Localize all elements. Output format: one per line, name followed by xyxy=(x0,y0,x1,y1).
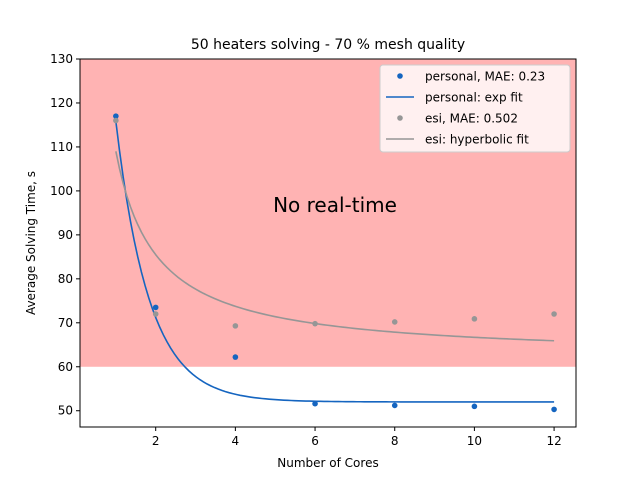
legend-label-0: personal, MAE: 0.23 xyxy=(425,70,545,84)
fit-line-3 xyxy=(115,151,555,342)
data-point-0-1 xyxy=(152,304,159,311)
data-point-2-4 xyxy=(391,319,398,325)
y-tick-label: 90 xyxy=(58,228,73,242)
data-point-0-3 xyxy=(312,400,318,407)
x-axis-label: Number of Cores xyxy=(277,456,378,470)
y-tick-label: 100 xyxy=(50,184,73,198)
fit-line-1 xyxy=(115,121,555,403)
data-point-0-2 xyxy=(232,354,239,360)
x-tick-label: 12 xyxy=(546,434,561,448)
data-point-0-0 xyxy=(113,113,119,119)
legend: personal, MAE: 0.23 personal: exp fit esi,… xyxy=(379,64,571,153)
data-point-0-4 xyxy=(391,402,398,409)
legend-marker-2 xyxy=(397,115,403,121)
legend-label-3: esi: hyperbolic fit xyxy=(425,133,529,147)
x-tick-label: 8 xyxy=(391,434,399,448)
y-tick-label: 50 xyxy=(58,404,73,418)
y-axis-label: Average Solving Time, s xyxy=(24,171,38,315)
y-tick-label: 80 xyxy=(58,272,73,286)
x-axis-ticks: 2 4 6 8 10 12 xyxy=(152,427,562,448)
data-point-2-2 xyxy=(232,323,239,329)
y-tick-label: 120 xyxy=(50,96,73,110)
data-point-2-3 xyxy=(312,320,318,327)
axes-frame xyxy=(79,58,577,428)
data-point-2-5 xyxy=(471,316,478,322)
region-annotation: No real-time xyxy=(273,193,397,217)
x-tick-label: 6 xyxy=(311,434,319,448)
legend-label-1: personal: exp fit xyxy=(425,91,523,105)
y-tick-label: 70 xyxy=(58,316,73,330)
data-point-2-1 xyxy=(152,311,159,317)
data-point-2-6 xyxy=(551,311,557,317)
legend-box xyxy=(379,64,571,153)
y-tick-label: 130 xyxy=(50,52,73,66)
y-tick-label: 110 xyxy=(50,140,73,154)
x-tick-label: 2 xyxy=(152,434,160,448)
data-point-0-5 xyxy=(471,403,478,410)
data-point-0-6 xyxy=(551,406,557,413)
data-point-2-0 xyxy=(113,117,119,124)
legend-marker-0 xyxy=(397,73,403,79)
chart-title: 50 heaters solving - 70 % mesh quality xyxy=(191,37,465,53)
x-tick-label: 4 xyxy=(232,434,240,448)
x-tick-label: 10 xyxy=(467,434,482,448)
legend-label-2: esi, MAE: 0.502 xyxy=(425,112,518,126)
y-tick-label: 60 xyxy=(58,360,73,374)
y-axis-ticks: 50 60 70 80 90 100 110 120 130 xyxy=(50,52,80,418)
